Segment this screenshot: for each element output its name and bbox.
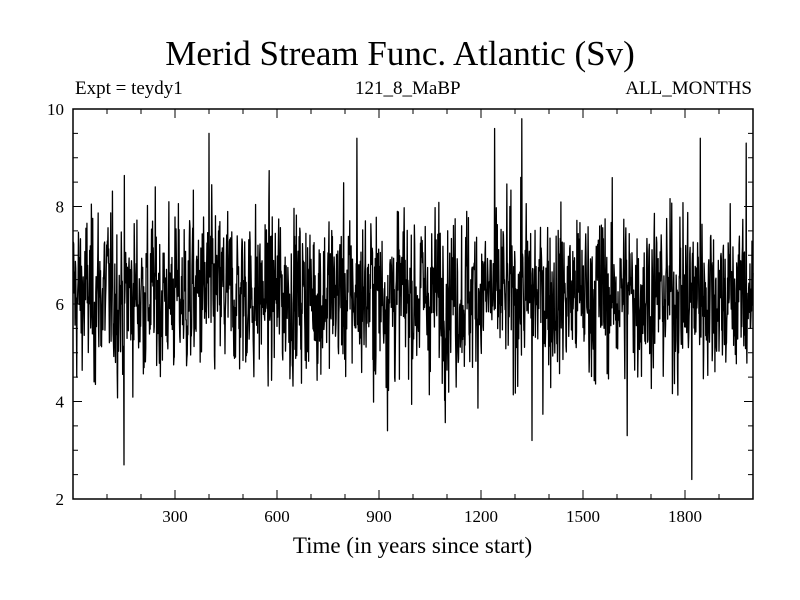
period-label: 121_8_MaBP: [355, 78, 461, 99]
experiment-label: Expt = teydy1: [75, 78, 183, 99]
series-group: [72, 118, 754, 481]
y-tick-label: 2: [56, 490, 65, 509]
x-tick-label: 1200: [464, 507, 498, 526]
x-tick-label: 900: [366, 507, 392, 526]
x-tick-label: 1800: [668, 507, 702, 526]
series-line: [72, 118, 754, 481]
months-label: ALL_MONTHS: [625, 78, 752, 99]
x-tick-label: 600: [264, 507, 290, 526]
y-tick-label: 6: [56, 295, 65, 314]
x-tick-label: 1500: [566, 507, 600, 526]
axis-ticks: 300 600 900 1200 1500 1800 2 4 6 8 10: [47, 100, 753, 526]
x-tick-label: 300: [162, 507, 188, 526]
x-axis-label: Time (in years since start): [292, 533, 533, 558]
y-tick-label: 8: [56, 198, 65, 217]
chart-title: Merid Stream Func. Atlantic (Sv): [165, 34, 635, 73]
y-tick-label: 4: [56, 393, 65, 412]
y-tick-label: 10: [47, 100, 64, 119]
